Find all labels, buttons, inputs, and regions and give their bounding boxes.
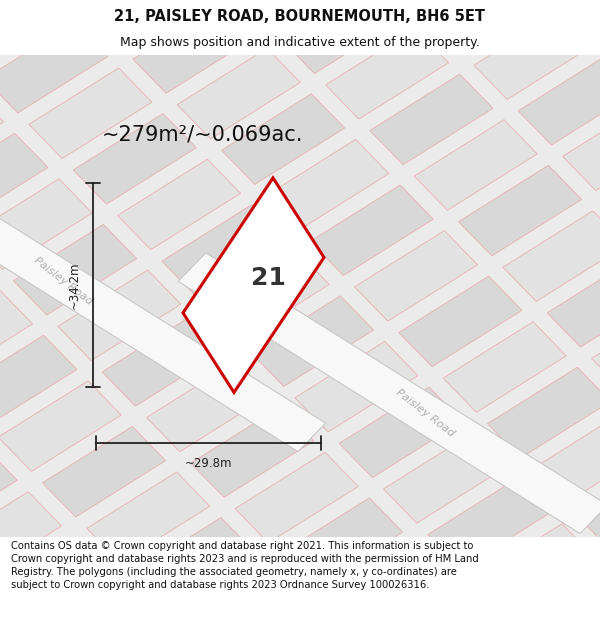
- Polygon shape: [503, 211, 600, 301]
- Polygon shape: [488, 368, 600, 458]
- Polygon shape: [162, 205, 285, 295]
- Polygon shape: [14, 224, 137, 315]
- Polygon shape: [133, 2, 256, 93]
- Polygon shape: [0, 171, 326, 452]
- Polygon shape: [0, 133, 48, 224]
- Polygon shape: [0, 492, 62, 582]
- Polygon shape: [592, 302, 600, 392]
- Polygon shape: [29, 68, 152, 159]
- Polygon shape: [324, 544, 447, 625]
- Text: Paisley Road: Paisley Road: [32, 255, 94, 307]
- Polygon shape: [0, 22, 107, 113]
- Polygon shape: [355, 231, 478, 321]
- Polygon shape: [0, 538, 106, 625]
- Polygon shape: [73, 114, 196, 204]
- Polygon shape: [443, 322, 566, 412]
- Polygon shape: [266, 139, 389, 230]
- Polygon shape: [474, 9, 597, 99]
- Polygon shape: [576, 459, 600, 549]
- Text: 21: 21: [251, 266, 286, 290]
- Polygon shape: [0, 335, 77, 426]
- Polygon shape: [383, 432, 506, 523]
- Polygon shape: [0, 290, 32, 380]
- Polygon shape: [472, 524, 595, 614]
- Polygon shape: [206, 250, 329, 341]
- Polygon shape: [87, 472, 210, 562]
- Text: Paisley Road: Paisley Road: [394, 388, 456, 439]
- Text: ~34.2m: ~34.2m: [68, 261, 81, 309]
- Polygon shape: [89, 0, 212, 48]
- Polygon shape: [102, 316, 225, 406]
- Polygon shape: [414, 120, 537, 210]
- Polygon shape: [177, 48, 300, 139]
- Polygon shape: [131, 518, 254, 608]
- Polygon shape: [399, 276, 522, 367]
- Polygon shape: [146, 361, 269, 452]
- Polygon shape: [58, 270, 181, 361]
- Polygon shape: [251, 296, 374, 386]
- Polygon shape: [295, 341, 418, 432]
- Text: Map shows position and indicative extent of the property.: Map shows position and indicative extent…: [120, 36, 480, 49]
- Text: Contains OS data © Crown copyright and database right 2021. This information is : Contains OS data © Crown copyright and d…: [11, 541, 479, 590]
- Text: 21, PAISLEY ROAD, BOURNEMOUTH, BH6 5ET: 21, PAISLEY ROAD, BOURNEMOUTH, BH6 5ET: [115, 9, 485, 24]
- Polygon shape: [43, 426, 166, 517]
- Polygon shape: [326, 29, 449, 119]
- Polygon shape: [191, 407, 314, 498]
- Polygon shape: [428, 478, 551, 569]
- Polygon shape: [280, 498, 403, 589]
- Polygon shape: [0, 446, 17, 537]
- Polygon shape: [547, 256, 600, 347]
- Polygon shape: [221, 94, 344, 184]
- Text: ~29.8m: ~29.8m: [185, 457, 232, 470]
- Polygon shape: [310, 185, 433, 276]
- Text: ~279m²/~0.069ac.: ~279m²/~0.069ac.: [102, 124, 304, 144]
- Polygon shape: [0, 381, 121, 471]
- Polygon shape: [0, 179, 92, 269]
- Polygon shape: [235, 452, 358, 543]
- Polygon shape: [0, 88, 4, 178]
- Polygon shape: [518, 54, 600, 145]
- Polygon shape: [430, 0, 553, 54]
- Polygon shape: [118, 159, 241, 250]
- Polygon shape: [458, 165, 581, 256]
- Polygon shape: [281, 0, 404, 74]
- Polygon shape: [578, 0, 600, 34]
- Polygon shape: [0, 0, 63, 68]
- Polygon shape: [339, 387, 462, 478]
- Polygon shape: [563, 100, 600, 191]
- Polygon shape: [532, 413, 600, 504]
- Polygon shape: [183, 178, 324, 392]
- Polygon shape: [370, 74, 493, 165]
- Polygon shape: [178, 253, 600, 534]
